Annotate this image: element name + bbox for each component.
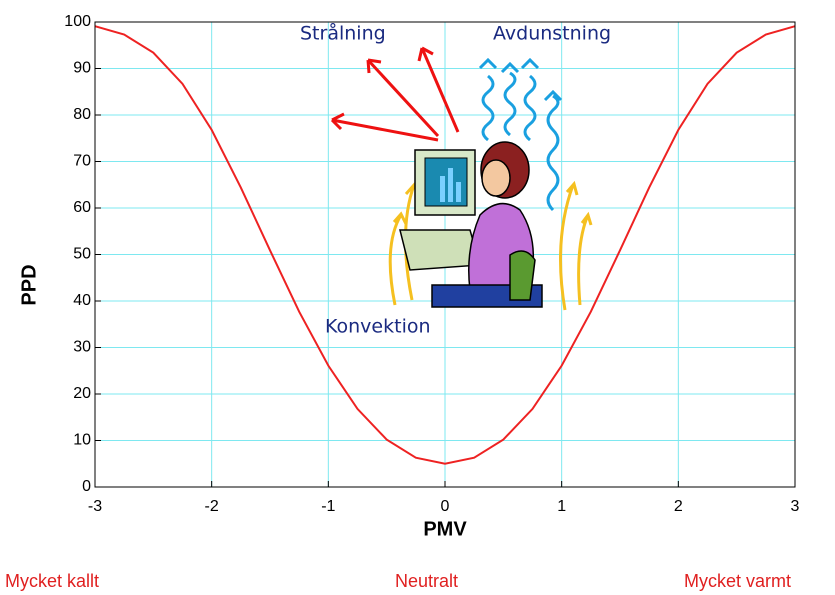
x-tick-label: 0	[441, 498, 450, 515]
y-tick-label: 60	[73, 199, 91, 216]
x-tick-label: 3	[791, 498, 800, 515]
y-tick-label: 10	[73, 432, 91, 449]
chart: Strålning Avdunstning Konvektion PMV PPD…	[0, 0, 835, 595]
y-tick-label: 80	[73, 106, 91, 123]
y-tick-label: 20	[73, 385, 91, 402]
y-tick-label: 70	[73, 153, 91, 170]
x-tick-label: -2	[205, 498, 219, 515]
y-tick-label: 40	[73, 292, 91, 309]
illustration	[332, 48, 591, 310]
x-axis-label: PMV	[423, 518, 467, 540]
x-tick-label: 1	[557, 498, 566, 515]
x-tick-label: -1	[321, 498, 335, 515]
y-tick-label: 50	[73, 246, 91, 263]
annotation: Avdunstning	[493, 23, 611, 45]
y-tick-label: 90	[73, 60, 91, 77]
y-tick-label: 100	[64, 13, 91, 30]
y-tick-label: 0	[82, 478, 91, 495]
x-tick-label: -3	[88, 498, 102, 515]
y-axis-label: PPD	[18, 264, 40, 305]
annotation: Strålning	[300, 22, 386, 45]
annotation: Konvektion	[325, 316, 431, 338]
scale-label: Mycket kallt	[5, 571, 99, 591]
y-tick-label: 30	[73, 339, 91, 356]
scale-label: Mycket varmt	[684, 571, 791, 591]
scale-label: Neutralt	[395, 571, 458, 591]
x-tick-label: 2	[674, 498, 683, 515]
